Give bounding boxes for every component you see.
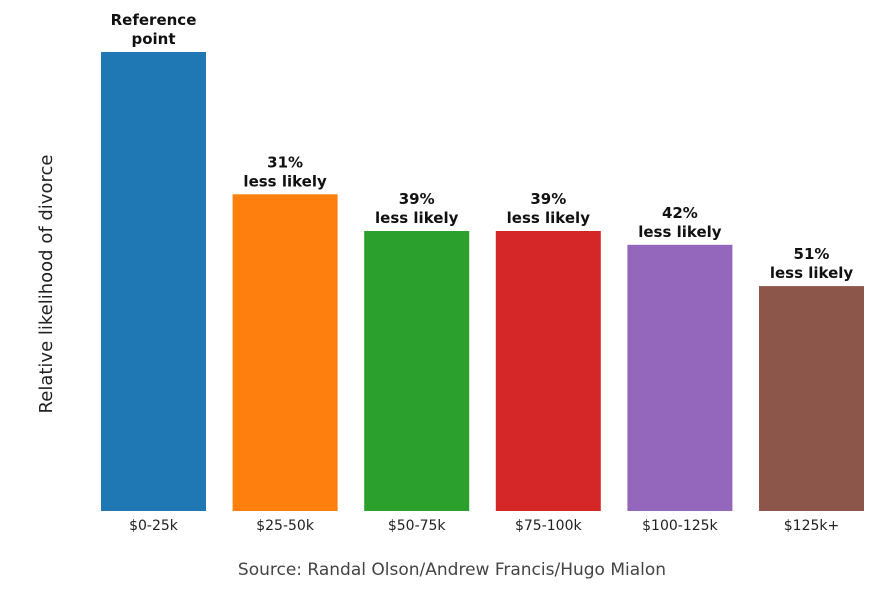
bar-labels-group: Reference point 31% less likely 39% less like… bbox=[111, 11, 854, 282]
bar-0 bbox=[101, 52, 206, 511]
bar-label-2: 39% less likely bbox=[375, 190, 459, 227]
bar-label-3: 39% less likely bbox=[507, 190, 591, 227]
bars-group bbox=[101, 52, 864, 512]
bar-1 bbox=[232, 194, 338, 512]
bar-2 bbox=[364, 231, 470, 511]
bar-label-4: 42% less likely bbox=[638, 204, 722, 241]
bar-4 bbox=[627, 244, 733, 512]
bar-3 bbox=[495, 231, 601, 511]
x-tick-label-4: $100-125k bbox=[642, 518, 718, 534]
bar-label-0: Reference point bbox=[111, 11, 197, 48]
x-tick-label-2: $50-75k bbox=[388, 518, 447, 534]
x-tick-labels-group: $0-25k $25-50k $50-75k $75-100k $100-125k $12… bbox=[129, 518, 839, 534]
bar-5 bbox=[759, 286, 864, 511]
x-tick-label-5: $125k+ bbox=[784, 518, 839, 534]
bar-label-5: 51% less likely bbox=[770, 245, 854, 282]
y-axis-label: Relative likelihood of divorce bbox=[36, 155, 57, 414]
bar-label-1: 31% less likely bbox=[243, 153, 327, 190]
x-tick-label-3: $75-100k bbox=[515, 518, 582, 534]
x-tick-label-1: $25-50k bbox=[256, 518, 315, 534]
x-tick-label-0: $0-25k bbox=[129, 518, 179, 534]
source-caption: Source: Randal Olson/Andrew Francis/Hugo… bbox=[238, 560, 666, 580]
